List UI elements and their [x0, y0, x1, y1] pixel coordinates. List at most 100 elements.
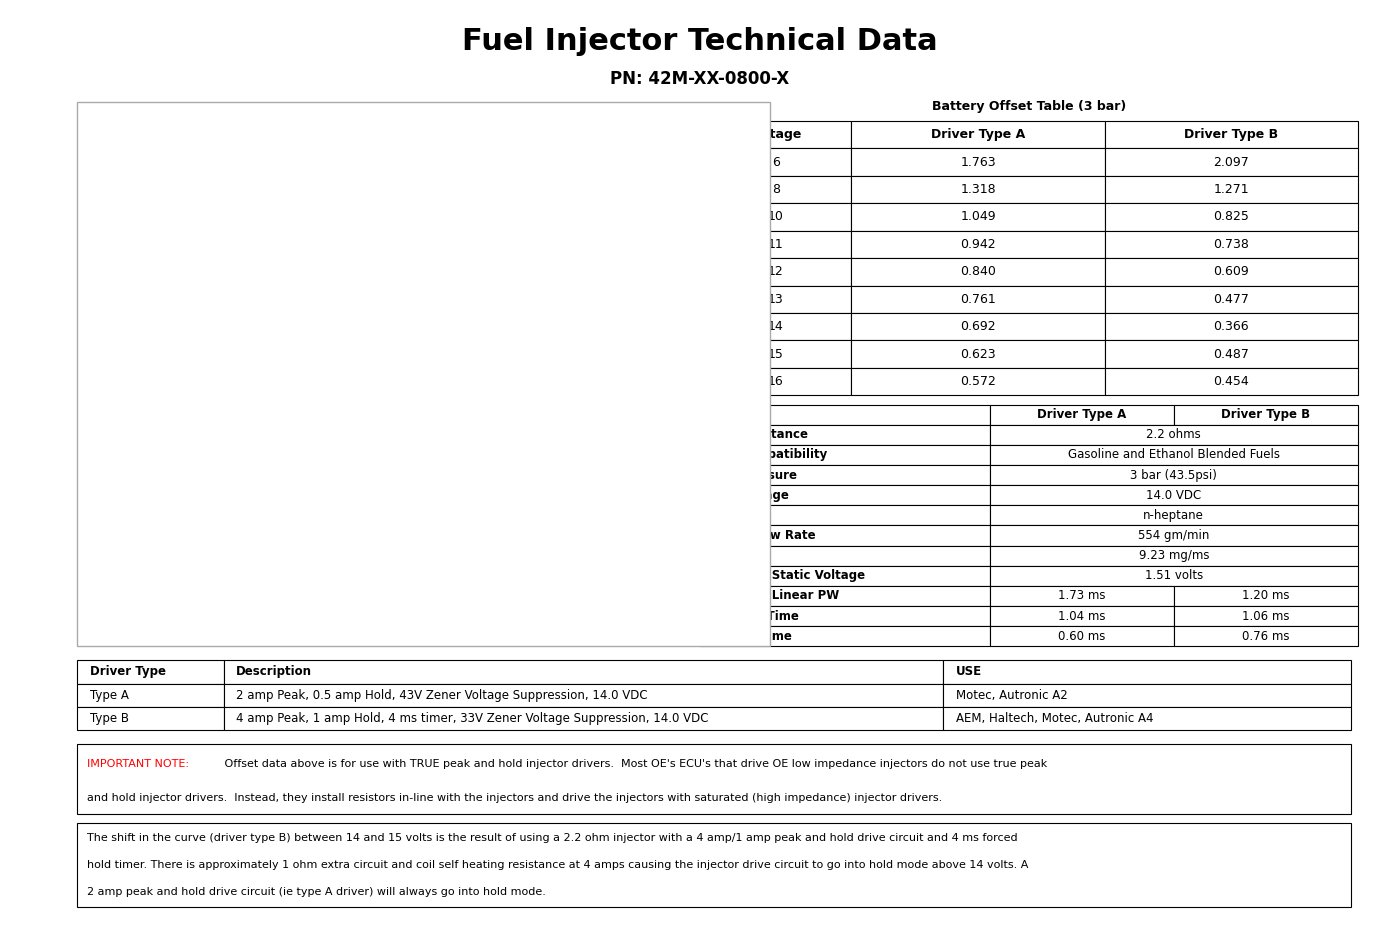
Bar: [700, 405, 990, 425]
Text: 0.572: 0.572: [960, 375, 995, 388]
Text: Type A: Type A: [90, 689, 129, 701]
Text: 1.73 ms: 1.73 ms: [1058, 590, 1106, 603]
Legend: Driver Type A, Driver Type B: Driver Type A, Driver Type B: [626, 145, 750, 189]
Bar: [1105, 259, 1358, 286]
Text: 13: 13: [767, 293, 784, 306]
Bar: [990, 626, 1173, 646]
Bar: [700, 368, 851, 395]
Bar: [1173, 626, 1358, 646]
Bar: [944, 660, 1351, 684]
Bar: [700, 586, 990, 606]
Text: 0.366: 0.366: [1214, 320, 1249, 333]
Bar: [224, 707, 944, 730]
Bar: [224, 660, 944, 684]
Text: Voltage: Voltage: [749, 128, 802, 141]
Bar: [700, 505, 990, 525]
Bar: [77, 660, 224, 684]
Text: 1.06 ms: 1.06 ms: [1242, 610, 1289, 622]
Bar: [1173, 586, 1358, 606]
Bar: [851, 313, 1105, 340]
Text: Driver Type B: Driver Type B: [1221, 408, 1310, 421]
Text: Test Voltage: Test Voltage: [707, 489, 788, 501]
Bar: [700, 445, 990, 465]
Bar: [700, 425, 990, 445]
Text: 0.609: 0.609: [1214, 265, 1249, 278]
Text: 1.049: 1.049: [960, 210, 995, 223]
Bar: [990, 465, 1358, 485]
Text: AEM, Haltech, Motec, Autronic A4: AEM, Haltech, Motec, Autronic A4: [956, 712, 1154, 724]
Bar: [990, 405, 1173, 425]
Bar: [700, 626, 990, 646]
Bar: [944, 684, 1351, 707]
Bar: [700, 485, 990, 505]
Text: USE: USE: [956, 666, 983, 678]
Bar: [700, 204, 851, 231]
Text: Fuel Compatibility: Fuel Compatibility: [707, 448, 827, 461]
Bar: [700, 149, 851, 176]
Bar: [700, 606, 990, 626]
Bar: [851, 204, 1105, 231]
Bar: [990, 606, 1173, 626]
Bar: [990, 485, 1358, 505]
Bar: [990, 425, 1358, 445]
Bar: [700, 465, 990, 485]
X-axis label: Supply Voltage (VDC): Supply Voltage (VDC): [388, 617, 536, 631]
Text: Motec, Autronic A2: Motec, Autronic A2: [956, 689, 1068, 701]
Text: Slope: Slope: [707, 550, 743, 562]
Bar: [1105, 313, 1358, 340]
Text: Driver Type A: Driver Type A: [931, 128, 1025, 141]
Text: Gasoline and Ethanol Blended Fuels: Gasoline and Ethanol Blended Fuels: [1068, 448, 1280, 461]
Bar: [851, 231, 1105, 259]
Text: 1.04 ms: 1.04 ms: [1058, 610, 1106, 622]
Text: Battery Offset Table (3 bar): Battery Offset Table (3 bar): [932, 100, 1126, 113]
Bar: [1173, 405, 1358, 425]
Text: Driver Type A: Driver Type A: [1037, 408, 1126, 421]
Text: 1.20 ms: 1.20 ms: [1242, 590, 1289, 603]
Bar: [851, 340, 1105, 368]
Text: Test Pressure: Test Pressure: [707, 469, 797, 482]
Bar: [700, 565, 990, 586]
Text: 8: 8: [771, 183, 780, 196]
Text: 0.825: 0.825: [1214, 210, 1249, 223]
Text: 14.0 VDC: 14.0 VDC: [1147, 489, 1201, 501]
Bar: [1105, 231, 1358, 259]
Bar: [944, 707, 1351, 730]
Bar: [700, 121, 851, 149]
Text: Coil Resistance: Coil Resistance: [707, 429, 808, 441]
Text: 1.763: 1.763: [960, 155, 995, 168]
Text: 0.840: 0.840: [960, 265, 995, 278]
Bar: [700, 525, 990, 546]
Bar: [224, 684, 944, 707]
Text: IMPORTANT NOTE:: IMPORTANT NOTE:: [87, 759, 189, 768]
Bar: [990, 445, 1358, 465]
Bar: [1105, 368, 1358, 395]
Text: 2 amp peak and hold drive circuit (ie type A driver) will always go into hold mo: 2 amp peak and hold drive circuit (ie ty…: [87, 886, 546, 897]
Text: 2.097: 2.097: [1214, 155, 1249, 168]
Bar: [700, 546, 990, 565]
Text: 4 amp Peak, 1 amp Hold, 4 ms timer, 33V Zener Voltage Suppression, 14.0 VDC: 4 amp Peak, 1 amp Hold, 4 ms timer, 33V …: [237, 712, 708, 724]
Text: 0.942: 0.942: [960, 238, 995, 251]
Bar: [1105, 176, 1358, 204]
Bar: [990, 525, 1358, 546]
Bar: [1173, 606, 1358, 626]
Bar: [700, 231, 851, 259]
Text: 1.51 volts: 1.51 volts: [1145, 569, 1203, 582]
Y-axis label: Time Offset (ms): Time Offset (ms): [118, 305, 132, 420]
Bar: [1105, 286, 1358, 313]
Text: Closing Time: Closing Time: [707, 630, 791, 643]
Bar: [990, 546, 1358, 565]
Text: PN: 42M-XX-0800-X: PN: 42M-XX-0800-X: [610, 70, 790, 88]
Text: Minimum Static Voltage: Minimum Static Voltage: [707, 569, 865, 582]
Text: 9.23 mg/ms: 9.23 mg/ms: [1138, 550, 1210, 562]
Text: 0.761: 0.761: [960, 293, 995, 306]
Text: Offset data above is for use with TRUE peak and hold injector drivers.  Most OE': Offset data above is for use with TRUE p…: [221, 759, 1047, 768]
Bar: [990, 565, 1358, 586]
Bar: [700, 313, 851, 340]
Text: 0.692: 0.692: [960, 320, 995, 333]
Bar: [700, 176, 851, 204]
Text: 0.738: 0.738: [1214, 238, 1249, 251]
Text: Test Fluid: Test Fluid: [707, 509, 770, 522]
Text: Opening Time: Opening Time: [707, 610, 798, 622]
Text: 0.487: 0.487: [1214, 348, 1249, 361]
Text: 554 gm/min: 554 gm/min: [1138, 529, 1210, 542]
